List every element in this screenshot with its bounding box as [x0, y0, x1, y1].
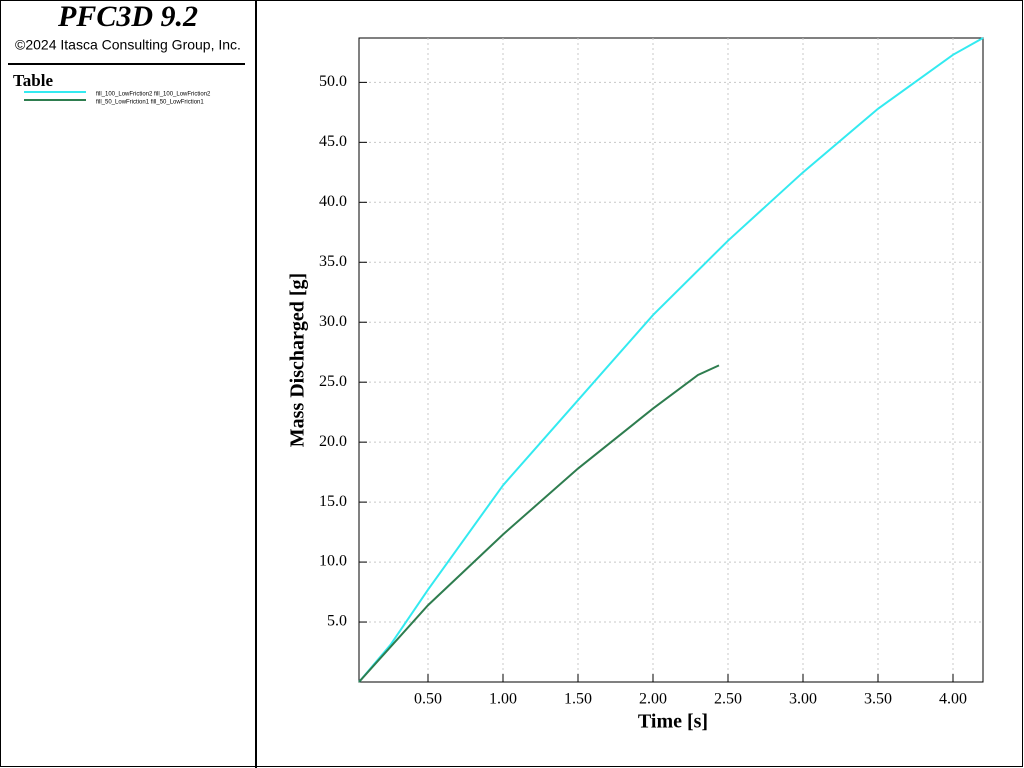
data-line	[358, 37, 984, 683]
legend-title: Table	[13, 71, 53, 90]
x-tick-label: 3.00	[789, 691, 817, 708]
y-tick-label: 10.0	[319, 553, 347, 570]
plot-frame	[358, 37, 984, 683]
x-tick-label: 2.00	[639, 691, 667, 708]
legend-label: fill_100_LowFriction2 fill_100_LowFricti…	[96, 92, 211, 98]
y-axis-label: Mass Discharged [g]	[287, 273, 309, 447]
y-tick-label: 15.0	[319, 493, 347, 510]
y-tick-label: 5.0	[327, 613, 347, 630]
y-tick-label: 40.0	[319, 193, 347, 210]
y-tick-label: 50.0	[319, 73, 347, 90]
x-axis-label: Time [s]	[638, 711, 708, 733]
x-tick-label: 1.00	[489, 691, 517, 708]
legend-label: fill_50_LowFriction1 fill_50_LowFriction…	[96, 100, 204, 106]
x-tick-label: 1.50	[564, 691, 592, 708]
y-tick-label: 35.0	[319, 253, 347, 270]
x-tick-label: 2.50	[714, 691, 742, 708]
y-tick-label: 25.0	[319, 373, 347, 390]
data-line	[358, 364, 720, 683]
x-tick-label: 3.50	[864, 691, 892, 708]
y-tick-label: 45.0	[319, 133, 347, 150]
x-tick-label: 0.50	[414, 691, 442, 708]
x-tick-label: 4.00	[939, 691, 967, 708]
y-tick-label: 20.0	[319, 433, 347, 450]
y-tick-label: 30.0	[319, 313, 347, 330]
copyright: ©2024 Itasca Consulting Group, Inc.	[15, 37, 241, 53]
app-title: PFC3D 9.2	[57, 0, 198, 33]
